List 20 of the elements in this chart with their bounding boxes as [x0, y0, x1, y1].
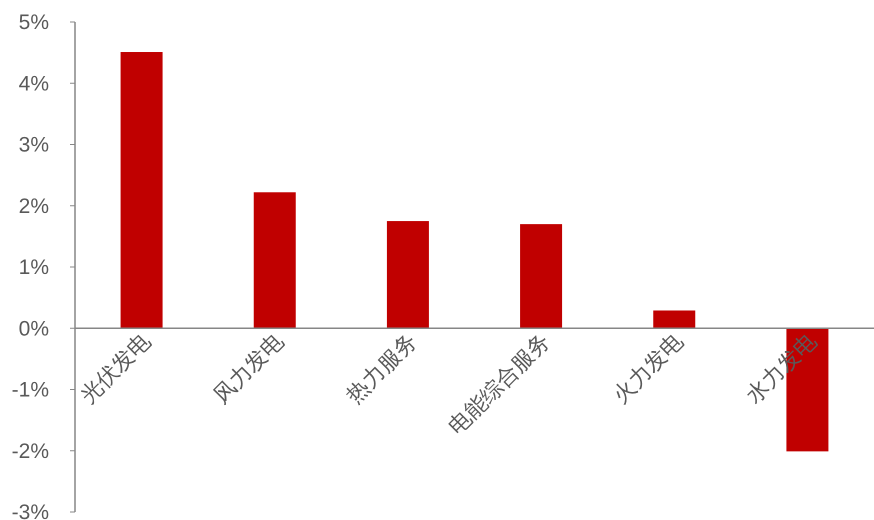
- y-tick-label: 2%: [18, 194, 49, 218]
- x-tick-label: 水力发电: [741, 328, 821, 408]
- y-tick-label: 4%: [18, 72, 49, 96]
- x-tick-label: 电能综合服务: [444, 328, 555, 440]
- y-tick-label: 5%: [18, 11, 49, 34]
- y-tick-label: -1%: [12, 378, 49, 402]
- bar: [120, 52, 163, 328]
- bar: [386, 221, 429, 328]
- x-tick-label: 光伏发电: [75, 328, 156, 408]
- y-tick-label: -2%: [12, 440, 49, 463]
- y-tick-label: -3%: [12, 501, 49, 520]
- bar: [653, 310, 696, 328]
- y-tick-label: 1%: [18, 256, 49, 279]
- x-tick-label: 火力发电: [608, 328, 688, 408]
- x-tick-label: 热力服务: [342, 328, 422, 408]
- bar: [254, 192, 296, 328]
- y-tick-label: 3%: [18, 134, 49, 156]
- x-tick-label: 风力发电: [208, 328, 288, 408]
- bar: [520, 224, 562, 328]
- y-tick-label: 0%: [18, 317, 49, 340]
